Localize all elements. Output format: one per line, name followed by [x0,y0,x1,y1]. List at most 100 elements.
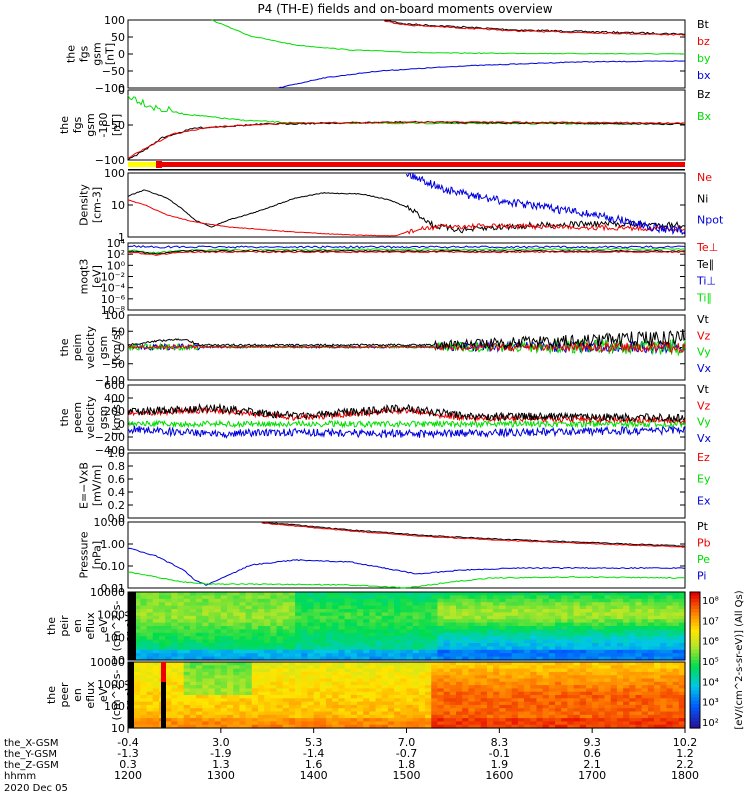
spectrogram-cell [468,708,476,713]
spectrogram-cell [326,668,333,673]
spectrogram-cell [313,708,321,713]
spectrogram-cell [338,598,346,603]
spectrogram-cell [134,698,141,703]
spectrogram-cell [295,622,302,627]
spectrogram-cell [542,636,550,641]
spectrogram-cell [214,609,222,613]
spectrogram-cell [387,646,395,651]
spectrogram-cell [462,595,469,600]
spectrogram-cell [678,632,686,637]
spectrogram-cell [511,665,519,670]
spectrogram-cell [412,688,420,693]
spectrogram-cell [517,675,525,680]
spectrogram-cell [524,595,531,600]
spectrogram-cell [220,592,228,596]
spectrogram-cell [158,592,166,596]
spectrogram-cell [202,615,210,620]
spectrogram-cell [536,721,544,726]
spectrogram-cell [585,718,593,722]
spectrogram-cell [449,622,457,627]
spectrogram-cell [555,688,562,693]
spectrogram-cell [431,629,439,634]
spectrogram-cell [220,701,228,706]
spectrogram-cell [233,724,240,729]
spectrogram-cell [567,691,575,696]
spectrogram-cell [394,718,401,722]
spectrogram-cell [654,708,661,713]
spectrogram-cell [394,653,401,658]
spectrogram-cell [239,695,247,699]
spectrogram-cell [524,718,531,722]
spectrogram-cell [208,691,216,696]
spectrogram-cell [592,701,599,706]
spectrogram-cell [356,695,364,699]
spectrogram-cell [623,681,630,686]
spectrogram-cell [220,643,228,647]
spectrogram-cell [251,592,259,596]
spectrogram-cell [152,598,160,603]
spectrogram-cell [641,656,649,661]
spectrogram-cell [443,646,451,651]
spectrogram-cell [202,691,210,696]
spectrogram-cell [251,675,259,680]
spectrogram-cell [338,681,346,686]
colorbar-tick-label: 10⁸ [702,596,719,607]
spectrogram-cell [598,639,606,644]
y-axis-label-line: Density [78,184,91,226]
spectrogram-cell [363,619,370,624]
spectrogram-cell [536,612,544,617]
spectrogram-cell [227,714,234,719]
y-axis-label-line: eflux [84,681,97,709]
spectrogram-cell [276,671,284,676]
spectrogram-cell [474,695,482,699]
spectrogram-cell [220,656,228,661]
colorbar-segment [690,649,700,654]
spectrogram-cell [536,724,544,729]
spectrogram-cell [418,688,426,693]
spectrogram-cell [134,656,141,661]
spectrogram-cell [387,629,395,634]
spectrogram-cell [251,681,259,686]
spectrogram-cell [431,691,439,696]
spectrogram-cell [264,691,271,696]
spectrogram-cell [171,711,179,716]
spectrogram-cell [264,714,271,719]
spectrogram-cell [654,721,661,726]
spectrogram-cell [418,598,426,603]
spectrogram-cell [598,724,606,729]
spectrogram-cell [449,662,457,666]
spectrogram-cell [196,636,203,641]
spectrogram-cell [326,708,333,713]
spectrogram-cell [517,671,525,676]
spectrogram-cell [350,632,358,637]
spectrogram-cell [468,695,476,699]
spectrogram-cell [678,704,686,709]
spectrogram-cell [567,678,575,683]
spectrogram-cell [641,602,649,607]
spectrogram-cell [375,646,383,651]
spectrogram-cell [641,605,649,610]
spectrogram-cell [437,619,445,624]
spectrogram-cell [468,665,476,670]
spectrogram-cell [350,695,358,699]
spectrogram-cell [425,649,432,654]
spectrogram-cell [196,691,203,696]
spectrogram-cell [493,691,500,696]
spectrogram-cell [202,636,210,641]
status-bar-red [162,162,685,167]
spectrogram-cell [134,598,141,603]
spectrogram-cell [425,656,432,661]
spectrogram-cell [431,688,439,693]
spectrogram-cell [171,698,179,703]
spectrogram-cell [425,598,432,603]
spectrogram-cell [134,646,141,651]
spectrogram-cell [288,649,296,654]
spectrogram-cell [431,668,439,673]
spectrogram-cell [257,605,265,610]
spectrogram-cell [245,718,253,722]
spectrogram-cell [356,622,364,627]
spectrogram-cell [548,595,556,600]
spectrogram-cell [356,602,364,607]
spectrogram-cell [140,695,148,699]
spectrogram-cell [152,612,160,617]
